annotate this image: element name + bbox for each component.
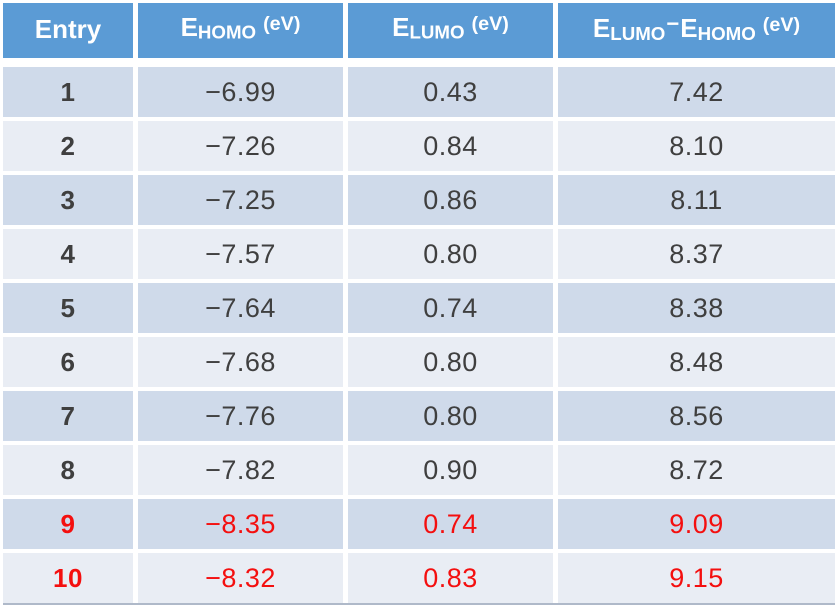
col-header-lumo-label: ELUMO (eV) <box>392 12 509 43</box>
cell-lumo: 0.80 <box>348 337 553 387</box>
cell-lumo: 0.80 <box>348 391 553 441</box>
cell-gap: 8.38 <box>558 283 835 333</box>
table-row: 2 −7.26 0.84 8.10 <box>3 121 835 171</box>
cell-entry: 5 <box>3 283 133 333</box>
cell-homo: −7.57 <box>138 229 343 279</box>
col-header-gap-label: ELUMO−EHOMO (eV) <box>592 11 801 45</box>
col-header-entry-label: Entry <box>34 13 102 44</box>
cell-lumo: 0.83 <box>348 553 553 603</box>
table-header-row: Entry EHOMO (eV) ELUMO (eV) ELUMO−EHOMO (eV… <box>3 3 835 58</box>
cell-lumo: 0.74 <box>348 499 553 549</box>
table-row: 6 −7.68 0.80 8.48 <box>3 337 835 387</box>
cell-gap: 8.37 <box>558 229 835 279</box>
cell-homo: −7.68 <box>138 337 343 387</box>
table-row: 7 −7.76 0.80 8.56 <box>3 391 835 441</box>
cell-entry: 10 <box>3 553 133 603</box>
cell-entry: 9 <box>3 499 133 549</box>
col-header-entry: Entry <box>3 3 133 58</box>
cell-lumo: 0.90 <box>348 445 553 495</box>
cell-homo: −7.64 <box>138 283 343 333</box>
cell-lumo: 0.74 <box>348 283 553 333</box>
table-row: 9 −8.35 0.74 9.09 <box>3 499 835 549</box>
cell-entry: 8 <box>3 445 133 495</box>
cell-lumo: 0.86 <box>348 175 553 225</box>
cell-homo: −7.76 <box>138 391 343 441</box>
table-row: 5 −7.64 0.74 8.38 <box>3 283 835 333</box>
cell-entry: 4 <box>3 229 133 279</box>
cell-homo: −8.35 <box>138 499 343 549</box>
cell-gap: 8.72 <box>558 445 835 495</box>
cell-entry: 1 <box>3 67 133 117</box>
cell-entry: 3 <box>3 175 133 225</box>
col-header-homo: EHOMO (eV) <box>138 3 343 58</box>
cell-homo: −8.32 <box>138 553 343 603</box>
table-row: 3 −7.25 0.86 8.11 <box>3 175 835 225</box>
cell-homo: −7.26 <box>138 121 343 171</box>
energy-table: Entry EHOMO (eV) ELUMO (eV) ELUMO−EHOMO (eV… <box>3 3 835 606</box>
col-header-gap: ELUMO−EHOMO (eV) <box>558 3 835 58</box>
cell-lumo: 0.84 <box>348 121 553 171</box>
cell-homo: −6.99 <box>138 67 343 117</box>
cell-gap: 9.09 <box>558 499 835 549</box>
cell-lumo: 0.80 <box>348 229 553 279</box>
col-header-homo-label: EHOMO (eV) <box>180 12 301 43</box>
table-body: 1 −6.99 0.43 7.42 2 −7.26 0.84 8.10 3 −7… <box>3 67 835 603</box>
cell-lumo: 0.43 <box>348 67 553 117</box>
cell-gap: 8.11 <box>558 175 835 225</box>
table-row: 10 −8.32 0.83 9.15 <box>3 553 835 603</box>
cell-gap: 8.56 <box>558 391 835 441</box>
cell-entry: 2 <box>3 121 133 171</box>
table-row: 1 −6.99 0.43 7.42 <box>3 67 835 117</box>
table-bottom-border <box>3 603 835 605</box>
cell-gap: 8.48 <box>558 337 835 387</box>
cell-gap: 8.10 <box>558 121 835 171</box>
cell-homo: −7.25 <box>138 175 343 225</box>
table-row: 8 −7.82 0.90 8.72 <box>3 445 835 495</box>
table-row: 4 −7.57 0.80 8.37 <box>3 229 835 279</box>
cell-entry: 7 <box>3 391 133 441</box>
cell-gap: 9.15 <box>558 553 835 603</box>
col-header-lumo: ELUMO (eV) <box>348 3 553 58</box>
cell-gap: 7.42 <box>558 67 835 117</box>
cell-entry: 6 <box>3 337 133 387</box>
cell-homo: −7.82 <box>138 445 343 495</box>
